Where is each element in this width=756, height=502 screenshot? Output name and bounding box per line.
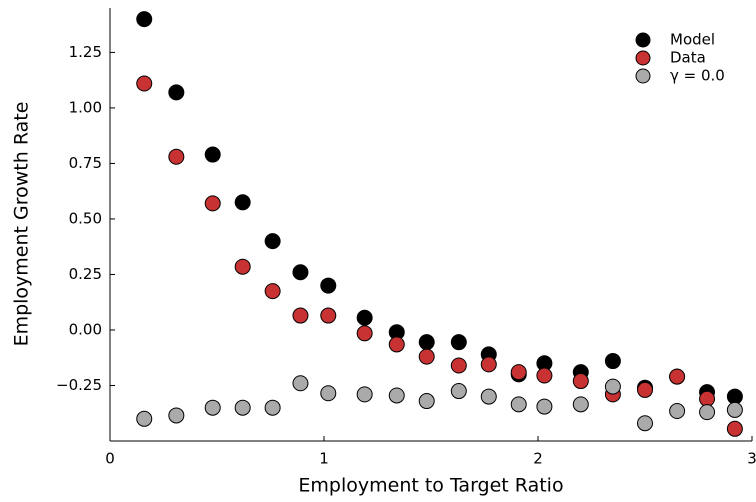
point: [234, 194, 251, 211]
point: [637, 381, 653, 398]
x-tick-label: 1: [319, 450, 329, 468]
point: [536, 367, 553, 384]
point: [204, 399, 221, 416]
point: [536, 398, 553, 415]
point: [637, 415, 653, 432]
legend-label: Model: [670, 31, 715, 49]
point: [510, 364, 527, 381]
legend-marker: [635, 32, 651, 48]
point: [234, 258, 251, 275]
y-tick-label: 0.50: [69, 209, 102, 227]
point: [356, 325, 373, 342]
point: [572, 396, 589, 413]
point: [418, 393, 435, 410]
point: [604, 353, 621, 370]
point: [572, 373, 589, 390]
point: [480, 356, 497, 373]
point: [726, 420, 743, 437]
point: [204, 146, 221, 163]
y-tick-label: 0.75: [69, 154, 102, 172]
point: [450, 357, 467, 374]
point: [136, 75, 153, 92]
legend-marker: [635, 50, 651, 66]
point: [320, 277, 337, 294]
y-tick-label: 0.00: [69, 320, 102, 338]
point: [264, 399, 281, 416]
x-axis-title: Employment to Target Ratio: [298, 475, 563, 497]
point: [136, 410, 153, 427]
point: [418, 334, 435, 351]
point: [726, 388, 743, 405]
point: [699, 404, 716, 421]
point: [669, 403, 686, 420]
legend-label: Data: [670, 49, 706, 67]
point: [264, 233, 281, 250]
y-tick-label: 1.25: [69, 43, 102, 61]
point: [320, 385, 337, 402]
point: [168, 84, 185, 101]
point: [480, 388, 497, 405]
point: [204, 195, 221, 212]
point: [264, 283, 281, 300]
point: [388, 387, 405, 404]
point: [136, 11, 153, 28]
x-tick-label: 0: [105, 450, 115, 468]
point: [292, 307, 309, 324]
point: [292, 264, 309, 281]
x-tick-label: 3: [747, 450, 756, 468]
point: [234, 399, 251, 416]
y-tick-label: −0.25: [56, 376, 102, 394]
y-tick-label: 1.00: [69, 98, 102, 116]
point: [356, 386, 373, 403]
point: [356, 309, 373, 326]
point: [604, 378, 621, 395]
point: [168, 407, 185, 424]
point: [726, 401, 743, 418]
legend-label: γ = 0.0: [670, 67, 725, 85]
point: [450, 334, 467, 351]
point: [292, 375, 309, 392]
point: [320, 307, 337, 324]
point: [418, 348, 435, 365]
point: [669, 368, 686, 385]
x-tick-label: 2: [533, 450, 543, 468]
point: [388, 336, 405, 353]
point: [699, 390, 716, 407]
y-tick-label: 0.25: [69, 265, 102, 283]
point: [510, 396, 527, 413]
y-axis-title: Employment Growth Rate: [11, 102, 33, 347]
point: [450, 383, 467, 400]
point: [168, 148, 185, 165]
legend-marker: [635, 68, 651, 84]
